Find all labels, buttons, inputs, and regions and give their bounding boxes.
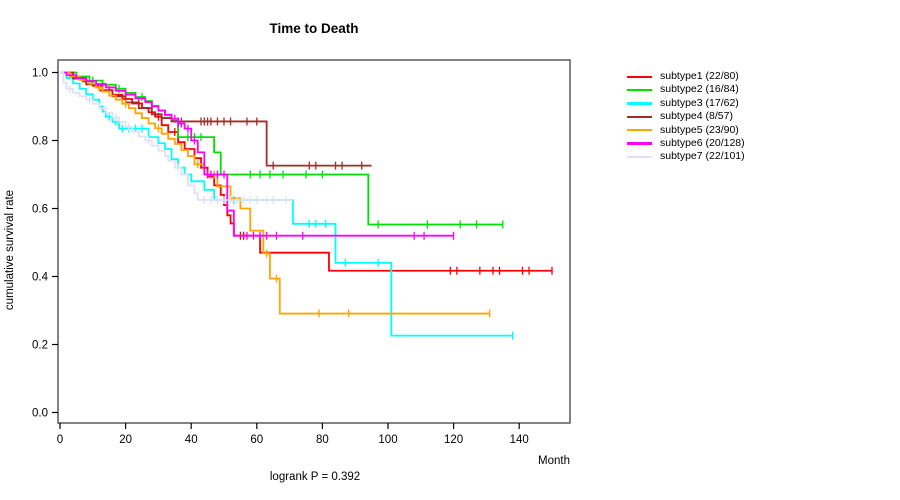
x-axis-tick-label: 40 bbox=[185, 434, 198, 446]
legend-item-subtype2: subtype2 (16/84) bbox=[627, 83, 745, 96]
legend-item-subtype7: subtype7 (22/101) bbox=[627, 150, 745, 163]
legend-line-swatch-subtype2 bbox=[627, 88, 652, 92]
legend-line-swatch-subtype5 bbox=[627, 129, 652, 132]
legend-line-swatch-subtype3 bbox=[627, 102, 652, 105]
x-axis-tick-label: 0 bbox=[57, 434, 63, 446]
legend-item-subtype4: subtype4 (8/57) bbox=[627, 110, 745, 123]
censor-ticks-subtype3 bbox=[108, 112, 514, 340]
censor-ticks-subtype7 bbox=[69, 84, 287, 204]
censor-ticks-subtype4 bbox=[177, 117, 363, 170]
survival-curve-subtype7 bbox=[60, 71, 293, 201]
survival-curve-subtype3 bbox=[60, 71, 513, 337]
legend-line-swatch-subtype1 bbox=[627, 75, 652, 78]
legend-label-subtype3: subtype3 (17/62) bbox=[660, 96, 739, 109]
legend-label-subtype4: subtype4 (8/57) bbox=[660, 110, 733, 123]
legend-item-subtype3: subtype3 (17/62) bbox=[627, 97, 745, 110]
legend-item-subtype5: subtype5 (23/90) bbox=[627, 124, 745, 137]
y-axis-tick-label: 0.8 bbox=[32, 136, 48, 148]
x-axis-tick-label: 100 bbox=[378, 434, 397, 446]
x-axis-tick-label: 120 bbox=[444, 434, 463, 446]
plot-box bbox=[57, 59, 571, 424]
x-axis-tick-label: 140 bbox=[510, 434, 529, 446]
y-axis-tick-label: 1.0 bbox=[32, 68, 48, 80]
legend-item-subtype1: subtype1 (22/80) bbox=[627, 70, 745, 83]
legend-label-subtype6: subtype6 (20/128) bbox=[660, 136, 745, 149]
survival-curve-subtype5 bbox=[60, 71, 490, 315]
legend-item-subtype6: subtype6 (20/128) bbox=[627, 137, 745, 150]
chart-title: Time to Death bbox=[269, 21, 359, 36]
logrank-p-annotation: logrank P = 0.392 bbox=[269, 471, 361, 483]
survival-curve-subtype6 bbox=[60, 71, 454, 237]
censor-ticks-subtype6 bbox=[174, 114, 455, 240]
legend-label-subtype2: subtype2 (16/84) bbox=[660, 83, 739, 96]
y-axis-label: cumulative survival rate bbox=[4, 189, 16, 311]
y-axis-tick-label: 0.0 bbox=[32, 408, 48, 420]
legend-line-swatch-subtype4 bbox=[627, 115, 652, 119]
y-axis-tick-label: 0.2 bbox=[32, 340, 48, 352]
legend: subtype1 (22/80) subtype2 (16/84) subtype3… bbox=[627, 70, 745, 164]
x-axis-tick-label: 20 bbox=[119, 434, 132, 446]
legend-line-swatch-subtype6 bbox=[627, 142, 652, 145]
x-axis-tick-label: 80 bbox=[316, 434, 329, 446]
x-axis-label: Month bbox=[538, 455, 570, 467]
legend-label-subtype7: subtype7 (22/101) bbox=[660, 150, 745, 163]
censor-ticks-subtype2 bbox=[92, 76, 504, 229]
y-axis-tick-label: 0.4 bbox=[32, 272, 49, 284]
legend-label-subtype1: subtype1 (22/80) bbox=[660, 70, 739, 82]
legend-label-subtype5: subtype5 (23/90) bbox=[660, 123, 739, 136]
x-axis-tick-label: 60 bbox=[250, 434, 263, 446]
legend-line-swatch-subtype7 bbox=[627, 155, 652, 159]
y-axis-tick-label: 0.6 bbox=[32, 204, 48, 216]
